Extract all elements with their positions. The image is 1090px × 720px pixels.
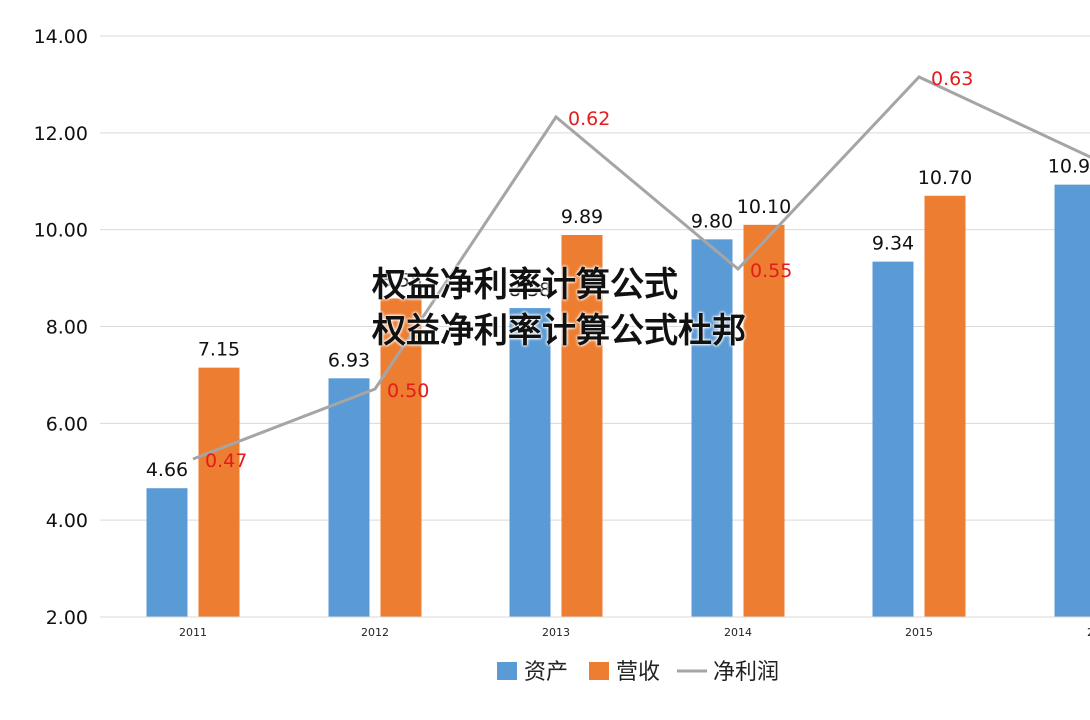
legend-label: 营收 <box>616 660 660 685</box>
bar-data-label: 6.93 <box>328 349 370 371</box>
bar <box>743 224 785 617</box>
overlay-line-1: 权益净利率计算公式 <box>372 265 678 305</box>
legend-swatch <box>497 662 517 680</box>
bar <box>561 234 603 617</box>
overlay-line-2: 权益净利率计算公式杜邦 <box>372 311 746 351</box>
y-tick-label: 2.00 <box>46 607 88 629</box>
bar-data-label: 10.10 <box>737 196 791 218</box>
line-data-label: 0.50 <box>387 380 429 402</box>
legend: 资产 营收 净利润 <box>497 660 779 685</box>
x-tick-label: 2015 <box>905 626 933 639</box>
bar-data-label: 9.80 <box>691 210 733 232</box>
data-labels: 4.66 6.93 8.38 9.80 9.34 10.93 7.15 8.58 9.89 10.… <box>146 68 1090 481</box>
legend-label: 资产 <box>524 660 568 685</box>
x-tick-label: 2011 <box>179 626 207 639</box>
bar <box>872 261 914 617</box>
bar-data-label: 8.38 <box>509 279 551 301</box>
y-tick-label: 8.00 <box>46 317 88 339</box>
bars <box>146 184 1090 617</box>
bar <box>924 195 966 617</box>
bar-data-label: 4.66 <box>146 459 188 481</box>
line-data-label: 0.47 <box>205 450 247 472</box>
net-profit-line <box>192 75 1090 461</box>
legend-swatch <box>589 662 609 680</box>
net-profit-polyline <box>192 75 1090 461</box>
x-tick-label: 2012 <box>361 626 389 639</box>
legend-item: 资产 <box>497 660 568 685</box>
y-tick-label: 4.00 <box>46 510 88 532</box>
x-tick-label: 2013 <box>542 626 570 639</box>
legend-label: 净利润 <box>713 660 779 685</box>
x-tick-label: 2014 <box>724 626 752 639</box>
bar <box>198 367 240 617</box>
bar <box>1054 184 1090 617</box>
y-tick-label: 14.00 <box>34 26 88 48</box>
bar <box>146 488 188 617</box>
line-data-label: 0.55 <box>750 260 792 282</box>
bar <box>691 239 733 617</box>
y-tick-label: 12.00 <box>34 123 88 145</box>
overlay-text: 权益净利率计算公式 权益净利率计算公式杜邦 <box>372 262 752 354</box>
bar <box>328 378 370 617</box>
bar-data-label: 9.34 <box>872 233 914 255</box>
bar-data-label: 7.15 <box>198 339 240 361</box>
bar-data-label: 10.93 <box>1048 156 1090 178</box>
line-data-label: 0.63 <box>931 68 973 90</box>
bar <box>509 308 551 617</box>
x-axis: 2011 2012 2013 2014 2015 2016 <box>100 616 1090 639</box>
legend-item: 营收 <box>589 660 660 685</box>
x-tick-label: 2016 <box>1087 626 1090 639</box>
bar-data-label: 10.70 <box>918 167 972 189</box>
bar-data-label: 9.89 <box>561 206 603 228</box>
y-tick-label: 6.00 <box>46 413 88 435</box>
y-axis: 2.00 4.00 6.00 8.00 10.00 12.00 14.00 <box>34 26 88 629</box>
legend-item: 净利润 <box>677 660 779 685</box>
bar-data-label: 8.58 <box>380 269 422 291</box>
line-data-label: 0.62 <box>568 108 610 130</box>
y-tick-label: 10.00 <box>34 220 88 242</box>
